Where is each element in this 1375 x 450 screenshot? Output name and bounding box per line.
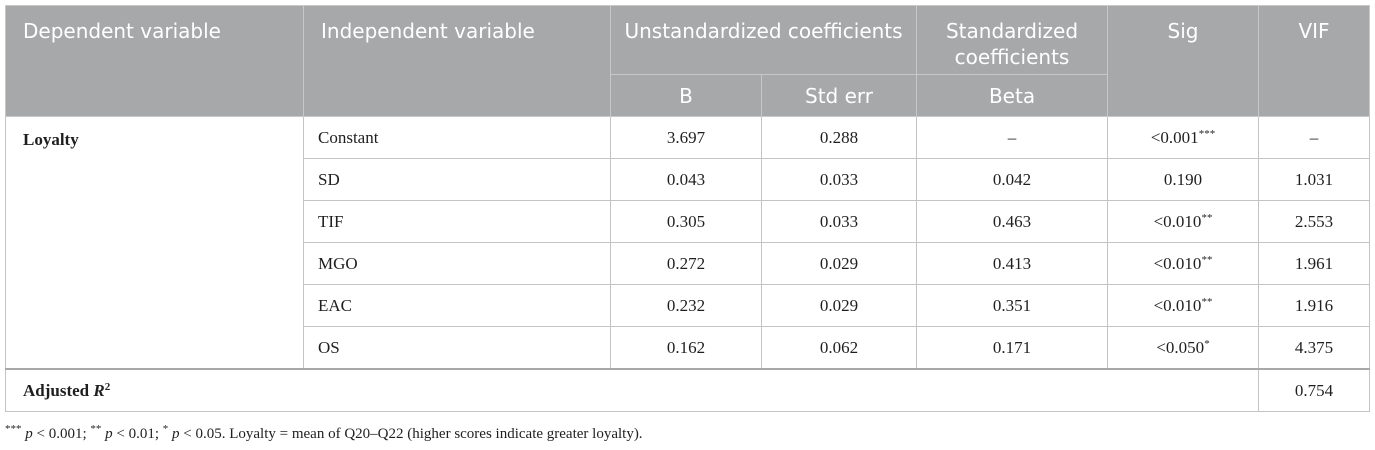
iv-cell: OS [303, 326, 611, 370]
header-independent-variable: Independent variable [303, 5, 611, 117]
se-cell: 0.029 [760, 242, 918, 285]
dependent-variable-cell: Loyalty [5, 116, 304, 370]
iv-cell: TIF [303, 200, 611, 243]
sig-value: <0.010 [1153, 295, 1202, 315]
iv-cell: Constant [303, 116, 611, 159]
header-standardized-coefficients: Standardized coefficients [916, 5, 1109, 75]
beta-cell: – [916, 116, 1109, 159]
footnote-text-1: < 0.001; [32, 426, 91, 442]
footnote-p-2: p [105, 426, 113, 442]
header-vif: VIF [1258, 5, 1371, 117]
iv-cell: SD [303, 158, 611, 201]
sig-cell: <0.010** [1107, 284, 1260, 327]
beta-cell: 0.171 [916, 326, 1109, 370]
footnote-p-1: p [25, 426, 33, 442]
b-cell: 0.305 [610, 200, 762, 243]
table-row: OS 0.162 0.062 0.171 <0.050* 4.375 [6, 326, 1371, 370]
sig-cell: <0.010** [1107, 200, 1260, 243]
header-sig: Sig [1107, 5, 1260, 117]
r-symbol: R [93, 380, 105, 400]
sig-stars: *** [1198, 127, 1216, 140]
vif-cell: – [1258, 116, 1371, 159]
adjusted-r2-row: Adjusted R2 0.754 [4, 368, 1371, 412]
sig-value: <0.010 [1153, 211, 1202, 231]
vif-cell: 4.375 [1258, 326, 1371, 370]
footnote-p-3: p [172, 426, 180, 442]
b-cell: 0.232 [610, 284, 762, 327]
vif-cell: 2.553 [1258, 200, 1371, 243]
sig-cell: <0.050* [1107, 326, 1260, 370]
footnote-text-3: < 0.05. Loyalty = mean of Q20–Q22 (highe… [179, 426, 643, 442]
regression-table: Dependent variable Independent variable … [4, 5, 1371, 412]
adjusted-r2-value: 0.754 [1258, 368, 1371, 412]
beta-cell: 0.042 [916, 158, 1109, 201]
adjusted-r2-label: Adjusted R2 [4, 368, 1260, 412]
b-cell: 0.043 [610, 158, 762, 201]
beta-cell: 0.463 [916, 200, 1109, 243]
header-dependent-variable: Dependent variable [5, 5, 304, 117]
vif-cell: 1.916 [1258, 284, 1371, 327]
sig-stars: ** [1201, 211, 1213, 224]
header-unstandardized-coefficients: Unstandardized coefficients [609, 5, 918, 75]
header-beta: Beta [916, 74, 1109, 117]
adjusted-label-text: Adjusted [23, 380, 94, 400]
se-cell: 0.288 [760, 116, 918, 159]
footnote-text-2: < 0.01; [112, 426, 163, 442]
r-exponent: 2 [104, 380, 111, 393]
sig-stars: ** [1201, 295, 1213, 308]
sig-value: <0.010 [1153, 253, 1202, 273]
footnote-stars-1: *** [5, 423, 22, 435]
footnote-stars-2: ** [90, 423, 102, 435]
sig-cell: <0.001*** [1107, 116, 1260, 159]
se-cell: 0.033 [760, 200, 918, 243]
se-cell: 0.062 [760, 326, 918, 370]
se-cell: 0.029 [760, 284, 918, 327]
b-cell: 3.697 [610, 116, 762, 159]
vif-cell: 1.031 [1258, 158, 1371, 201]
vif-cell: 1.961 [1258, 242, 1371, 285]
header-std-err: Std err [760, 74, 918, 117]
table-row: TIF 0.305 0.033 0.463 <0.010** 2.553 [6, 200, 1371, 243]
se-cell: 0.033 [760, 158, 918, 201]
beta-cell: 0.351 [916, 284, 1109, 327]
sig-cell: <0.010** [1107, 242, 1260, 285]
header-b: B [610, 74, 762, 117]
table-row: SD 0.043 0.033 0.042 0.190 1.031 [6, 158, 1371, 201]
sig-stars: * [1204, 337, 1210, 350]
sig-value: <0.001 [1150, 127, 1199, 147]
iv-cell: EAC [303, 284, 611, 327]
table-footnote: *** p < 0.001; ** p < 0.01; * p < 0.05. … [5, 423, 643, 443]
table-row: EAC 0.232 0.029 0.351 <0.010** 1.916 [6, 284, 1371, 327]
footnote-stars-3: * [162, 423, 169, 435]
b-cell: 0.272 [610, 242, 762, 285]
beta-cell: 0.413 [916, 242, 1109, 285]
table-row: Loyalty Constant 3.697 0.288 – <0.001***… [5, 116, 1371, 370]
sig-stars: ** [1201, 253, 1213, 266]
table-row: MGO 0.272 0.029 0.413 <0.010** 1.961 [6, 242, 1371, 285]
iv-cell: MGO [303, 242, 611, 285]
sig-cell: 0.190 [1107, 158, 1260, 201]
sig-value: <0.050 [1156, 337, 1205, 357]
b-cell: 0.162 [610, 326, 762, 370]
sig-value: 0.190 [1163, 169, 1203, 189]
